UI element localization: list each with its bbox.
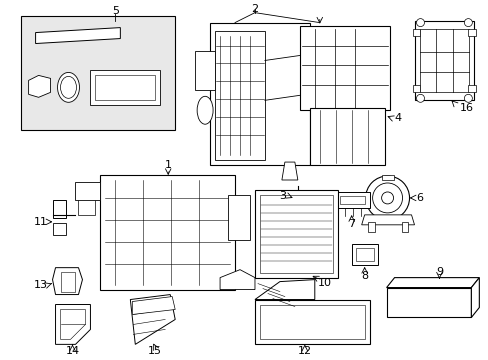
Bar — [260, 305, 364, 339]
Bar — [20, 15, 175, 130]
Polygon shape — [381, 175, 393, 180]
Polygon shape — [75, 182, 100, 200]
Polygon shape — [56, 305, 90, 345]
Text: 8: 8 — [360, 271, 367, 281]
Text: 14: 14 — [65, 346, 80, 356]
Bar — [195, 50, 215, 90]
Polygon shape — [52, 223, 65, 235]
Polygon shape — [468, 28, 475, 36]
Bar — [419, 28, 468, 92]
Bar — [95, 75, 155, 100]
Ellipse shape — [464, 19, 471, 27]
Bar — [386, 288, 470, 318]
Polygon shape — [220, 270, 254, 289]
Bar — [351, 244, 377, 265]
Polygon shape — [386, 278, 478, 288]
Polygon shape — [29, 75, 50, 97]
Text: 1: 1 — [164, 160, 171, 170]
Ellipse shape — [372, 183, 402, 213]
Polygon shape — [132, 297, 175, 315]
Ellipse shape — [365, 176, 408, 220]
Bar — [260, 195, 332, 273]
Text: 4: 4 — [393, 113, 400, 123]
Ellipse shape — [292, 199, 302, 209]
Text: 15: 15 — [148, 346, 162, 356]
Bar — [210, 23, 309, 165]
Bar — [299, 26, 389, 110]
Polygon shape — [36, 28, 120, 44]
Polygon shape — [78, 200, 95, 215]
Polygon shape — [52, 200, 65, 218]
Ellipse shape — [61, 76, 76, 98]
Text: 9: 9 — [435, 267, 442, 276]
Ellipse shape — [416, 94, 424, 102]
Polygon shape — [61, 310, 85, 339]
Polygon shape — [361, 215, 414, 225]
Text: 3: 3 — [279, 191, 286, 201]
Bar — [100, 175, 235, 289]
Polygon shape — [367, 222, 374, 232]
Ellipse shape — [416, 19, 424, 27]
Polygon shape — [412, 85, 420, 92]
Text: 6: 6 — [415, 193, 422, 203]
Bar — [339, 196, 364, 204]
Polygon shape — [281, 162, 297, 180]
Bar — [414, 21, 473, 100]
Text: 7: 7 — [347, 219, 354, 229]
Text: 16: 16 — [458, 103, 472, 113]
Bar — [61, 272, 75, 292]
Ellipse shape — [381, 192, 393, 204]
Polygon shape — [468, 85, 475, 92]
Polygon shape — [254, 280, 314, 300]
Text: 13: 13 — [34, 280, 47, 289]
Bar — [90, 71, 160, 105]
Bar — [355, 248, 373, 261]
Bar — [334, 192, 369, 208]
Bar — [254, 190, 337, 278]
Polygon shape — [401, 222, 407, 232]
Text: 10: 10 — [317, 278, 331, 288]
Ellipse shape — [464, 94, 471, 102]
Ellipse shape — [197, 96, 213, 124]
Ellipse shape — [58, 72, 80, 102]
Bar — [254, 300, 369, 345]
Text: 5: 5 — [112, 6, 119, 15]
Text: 12: 12 — [297, 346, 311, 356]
Text: 2: 2 — [251, 4, 258, 14]
Text: 11: 11 — [34, 217, 47, 227]
Polygon shape — [412, 28, 420, 36]
Polygon shape — [52, 268, 82, 294]
Bar — [309, 108, 384, 165]
Bar — [215, 31, 264, 160]
Polygon shape — [470, 278, 478, 318]
Bar — [227, 195, 249, 240]
Polygon shape — [130, 294, 175, 345]
